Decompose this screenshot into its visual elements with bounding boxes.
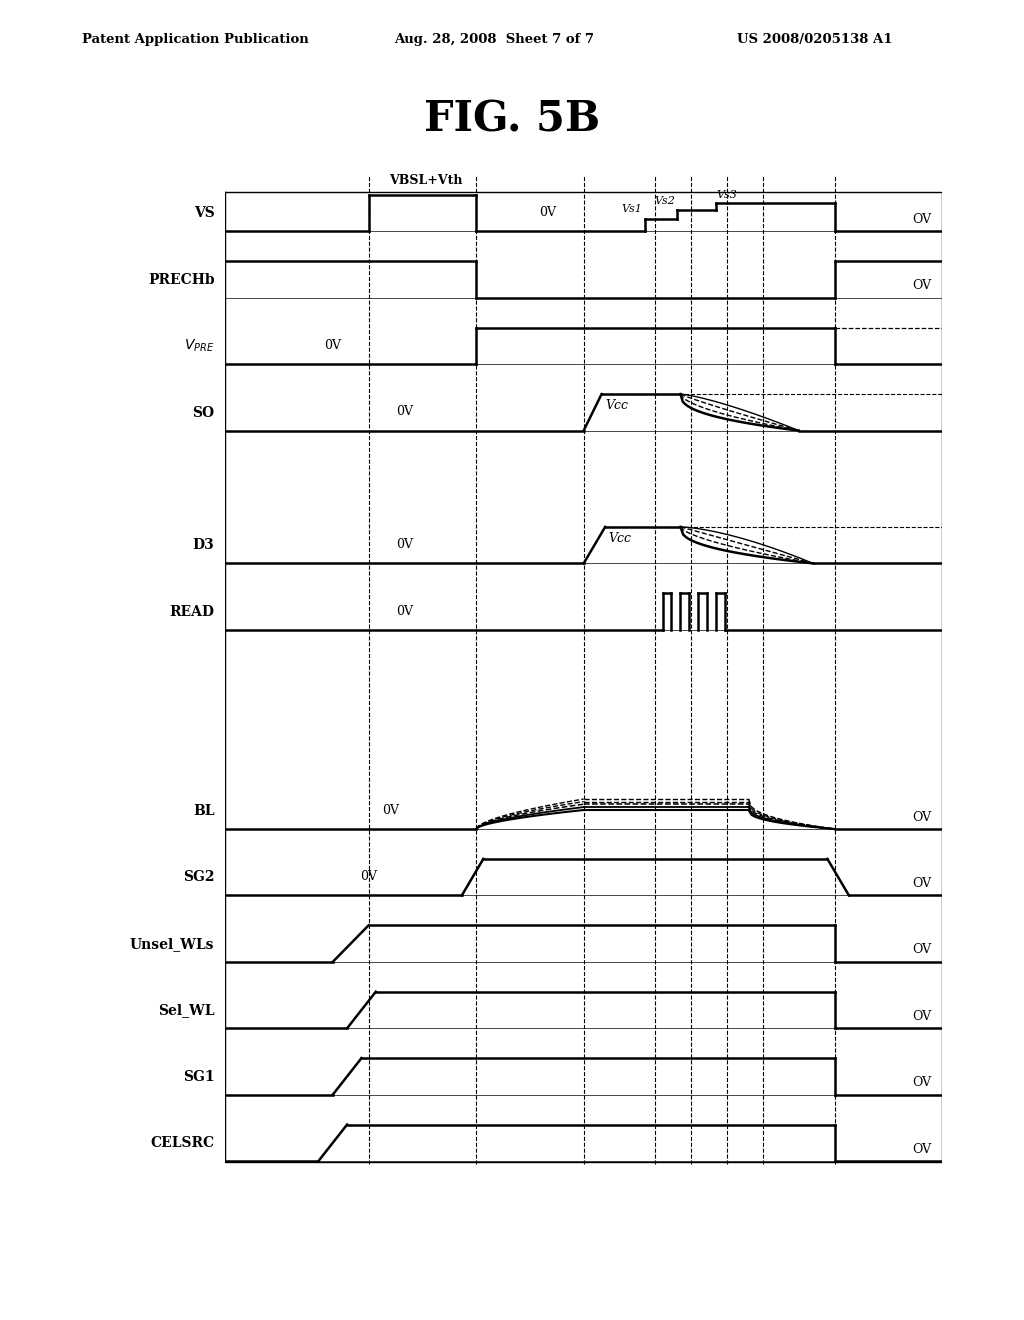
Text: SO: SO xyxy=(193,405,215,420)
Text: $V_{PRE}$: $V_{PRE}$ xyxy=(184,338,215,355)
Text: Aug. 28, 2008  Sheet 7 of 7: Aug. 28, 2008 Sheet 7 of 7 xyxy=(394,33,594,46)
Text: 0V: 0V xyxy=(382,804,398,817)
Text: Vcc: Vcc xyxy=(605,400,628,412)
Text: 0V: 0V xyxy=(396,605,413,618)
Text: Sel_WL: Sel_WL xyxy=(158,1003,215,1018)
Text: D3: D3 xyxy=(193,539,215,553)
Text: VBSL+Vth: VBSL+Vth xyxy=(389,174,463,187)
Text: Unsel_WLs: Unsel_WLs xyxy=(130,937,215,950)
Text: OV: OV xyxy=(912,810,931,824)
Text: 0V: 0V xyxy=(540,206,556,219)
Text: BL: BL xyxy=(194,804,215,818)
Text: 0V: 0V xyxy=(360,870,377,883)
Text: 0V: 0V xyxy=(325,339,341,352)
Text: Patent Application Publication: Patent Application Publication xyxy=(82,33,308,46)
Text: OV: OV xyxy=(912,1010,931,1023)
Text: SG2: SG2 xyxy=(183,870,215,884)
Text: Vs1: Vs1 xyxy=(622,205,642,214)
Text: OV: OV xyxy=(912,1143,931,1155)
Text: SG1: SG1 xyxy=(183,1069,215,1084)
Text: Vs3: Vs3 xyxy=(716,190,737,199)
Text: OV: OV xyxy=(912,944,931,957)
Text: OV: OV xyxy=(912,1076,931,1089)
Text: OV: OV xyxy=(912,876,931,890)
Text: OV: OV xyxy=(912,280,931,292)
Text: FIG. 5B: FIG. 5B xyxy=(424,99,600,141)
Text: Vs2: Vs2 xyxy=(654,197,676,206)
Text: 0V: 0V xyxy=(396,539,413,552)
Text: Vcc: Vcc xyxy=(608,532,632,545)
Text: VS: VS xyxy=(194,206,215,220)
Text: READ: READ xyxy=(170,605,215,619)
Text: US 2008/0205138 A1: US 2008/0205138 A1 xyxy=(737,33,893,46)
Text: 0V: 0V xyxy=(396,405,413,418)
Text: PRECHb: PRECHb xyxy=(147,273,215,286)
Text: CELSRC: CELSRC xyxy=(151,1137,215,1150)
Text: OV: OV xyxy=(912,213,931,226)
